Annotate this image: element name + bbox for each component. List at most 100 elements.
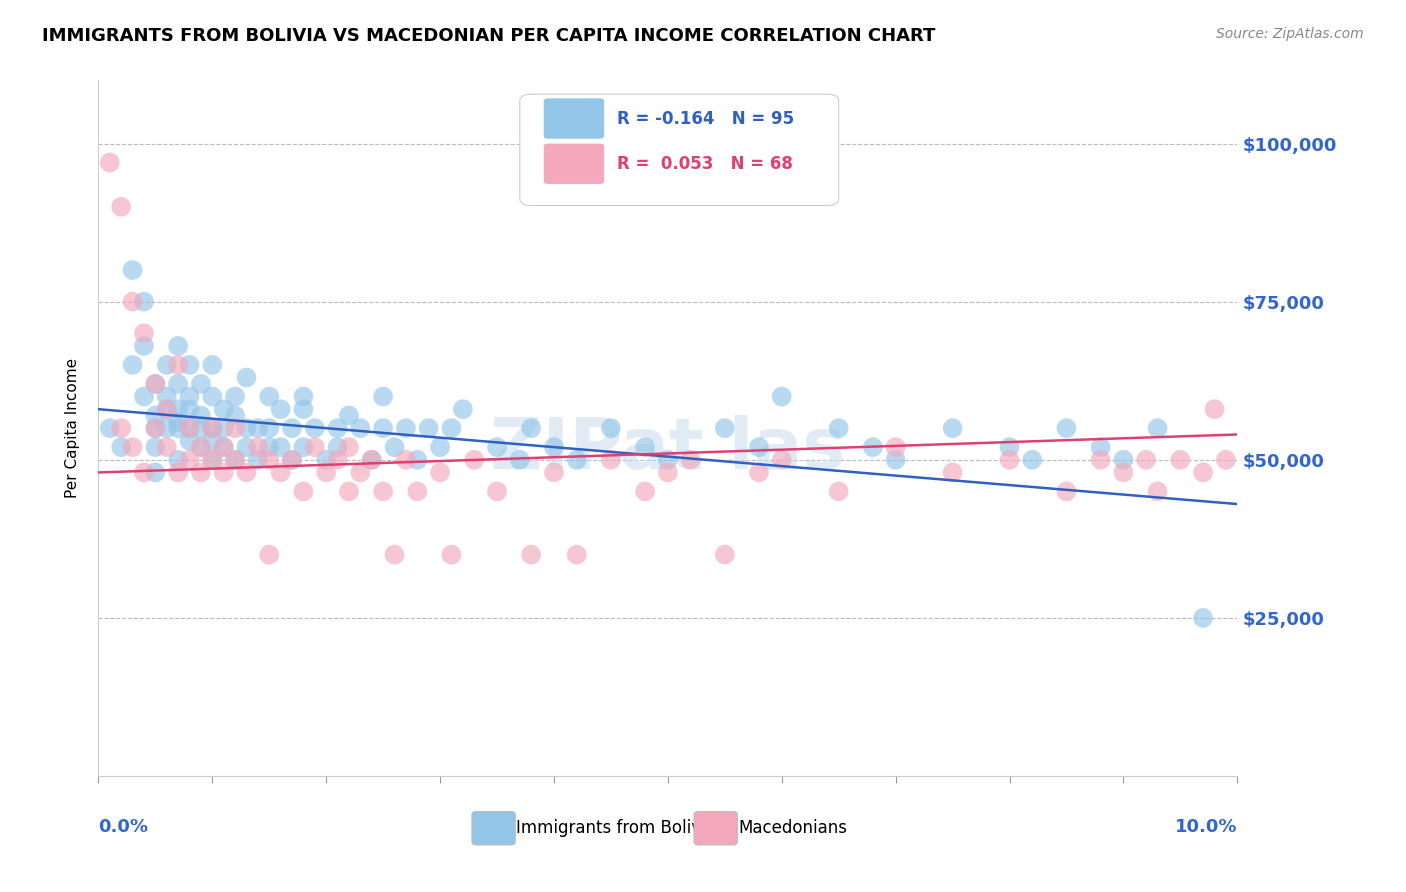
Point bbox=[190, 421, 212, 435]
Point bbox=[121, 358, 143, 372]
Point bbox=[179, 402, 201, 417]
Point bbox=[167, 358, 190, 372]
Point bbox=[201, 452, 224, 467]
Point bbox=[714, 548, 737, 562]
Point bbox=[1112, 452, 1135, 467]
Point bbox=[486, 440, 509, 454]
Point bbox=[259, 421, 281, 435]
Point bbox=[179, 358, 201, 372]
Point bbox=[657, 452, 679, 467]
Text: R = -0.164   N = 95: R = -0.164 N = 95 bbox=[617, 110, 794, 128]
Point bbox=[98, 421, 121, 435]
Point bbox=[179, 421, 201, 435]
Point bbox=[292, 402, 315, 417]
Point bbox=[201, 434, 224, 448]
Text: IMMIGRANTS FROM BOLIVIA VS MACEDONIAN PER CAPITA INCOME CORRELATION CHART: IMMIGRANTS FROM BOLIVIA VS MACEDONIAN PE… bbox=[42, 27, 935, 45]
Point bbox=[212, 421, 235, 435]
Point bbox=[235, 421, 257, 435]
Point bbox=[235, 466, 257, 480]
Point bbox=[657, 466, 679, 480]
Point bbox=[315, 466, 337, 480]
FancyBboxPatch shape bbox=[544, 144, 605, 184]
Point bbox=[634, 484, 657, 499]
Point bbox=[565, 452, 588, 467]
Point bbox=[156, 440, 179, 454]
Point bbox=[110, 421, 132, 435]
Point bbox=[145, 376, 167, 391]
Point bbox=[132, 294, 155, 309]
Point bbox=[132, 339, 155, 353]
FancyBboxPatch shape bbox=[472, 812, 515, 845]
Point bbox=[167, 376, 190, 391]
Point bbox=[1170, 452, 1192, 467]
Point bbox=[132, 466, 155, 480]
Point bbox=[748, 440, 770, 454]
Point bbox=[770, 452, 793, 467]
Point bbox=[259, 452, 281, 467]
Point bbox=[520, 548, 543, 562]
Point bbox=[292, 390, 315, 404]
Point bbox=[190, 409, 212, 423]
Point bbox=[565, 548, 588, 562]
Point bbox=[1146, 484, 1168, 499]
Point bbox=[190, 466, 212, 480]
Point bbox=[373, 390, 395, 404]
Point bbox=[224, 390, 246, 404]
Point bbox=[224, 409, 246, 423]
Text: R =  0.053   N = 68: R = 0.053 N = 68 bbox=[617, 155, 793, 173]
Point bbox=[132, 390, 155, 404]
Point bbox=[145, 466, 167, 480]
Point bbox=[145, 409, 167, 423]
Point bbox=[201, 358, 224, 372]
Point bbox=[246, 440, 269, 454]
Text: Source: ZipAtlas.com: Source: ZipAtlas.com bbox=[1216, 27, 1364, 41]
Point bbox=[145, 440, 167, 454]
Point bbox=[145, 376, 167, 391]
Point bbox=[201, 452, 224, 467]
Point bbox=[1215, 452, 1237, 467]
Point bbox=[998, 452, 1021, 467]
Point bbox=[179, 452, 201, 467]
Point bbox=[1090, 440, 1112, 454]
Point bbox=[270, 402, 292, 417]
Point bbox=[1021, 452, 1043, 467]
Point bbox=[156, 421, 179, 435]
Point bbox=[281, 452, 304, 467]
Point bbox=[259, 440, 281, 454]
Point bbox=[828, 484, 851, 499]
Point bbox=[679, 452, 702, 467]
Point bbox=[110, 200, 132, 214]
Point bbox=[360, 452, 382, 467]
Point bbox=[828, 421, 851, 435]
Point bbox=[326, 421, 349, 435]
Point bbox=[224, 452, 246, 467]
Point bbox=[259, 390, 281, 404]
Point bbox=[179, 421, 201, 435]
FancyBboxPatch shape bbox=[544, 98, 605, 139]
Point bbox=[463, 452, 485, 467]
Point bbox=[418, 421, 440, 435]
Point bbox=[156, 402, 179, 417]
Point bbox=[942, 466, 965, 480]
Point bbox=[1192, 611, 1215, 625]
Point bbox=[406, 452, 429, 467]
Text: 10.0%: 10.0% bbox=[1175, 818, 1237, 836]
Point bbox=[337, 409, 360, 423]
Point bbox=[292, 484, 315, 499]
Point bbox=[246, 421, 269, 435]
Point bbox=[600, 452, 623, 467]
Point bbox=[145, 421, 167, 435]
Point bbox=[429, 440, 451, 454]
Point bbox=[156, 402, 179, 417]
Point bbox=[121, 440, 143, 454]
Point bbox=[179, 390, 201, 404]
Text: 0.0%: 0.0% bbox=[98, 818, 149, 836]
Point bbox=[714, 421, 737, 435]
Point bbox=[235, 370, 257, 384]
Point bbox=[486, 484, 509, 499]
Point bbox=[121, 263, 143, 277]
Point bbox=[281, 421, 304, 435]
Point bbox=[1056, 421, 1078, 435]
Point bbox=[600, 421, 623, 435]
Point bbox=[246, 452, 269, 467]
